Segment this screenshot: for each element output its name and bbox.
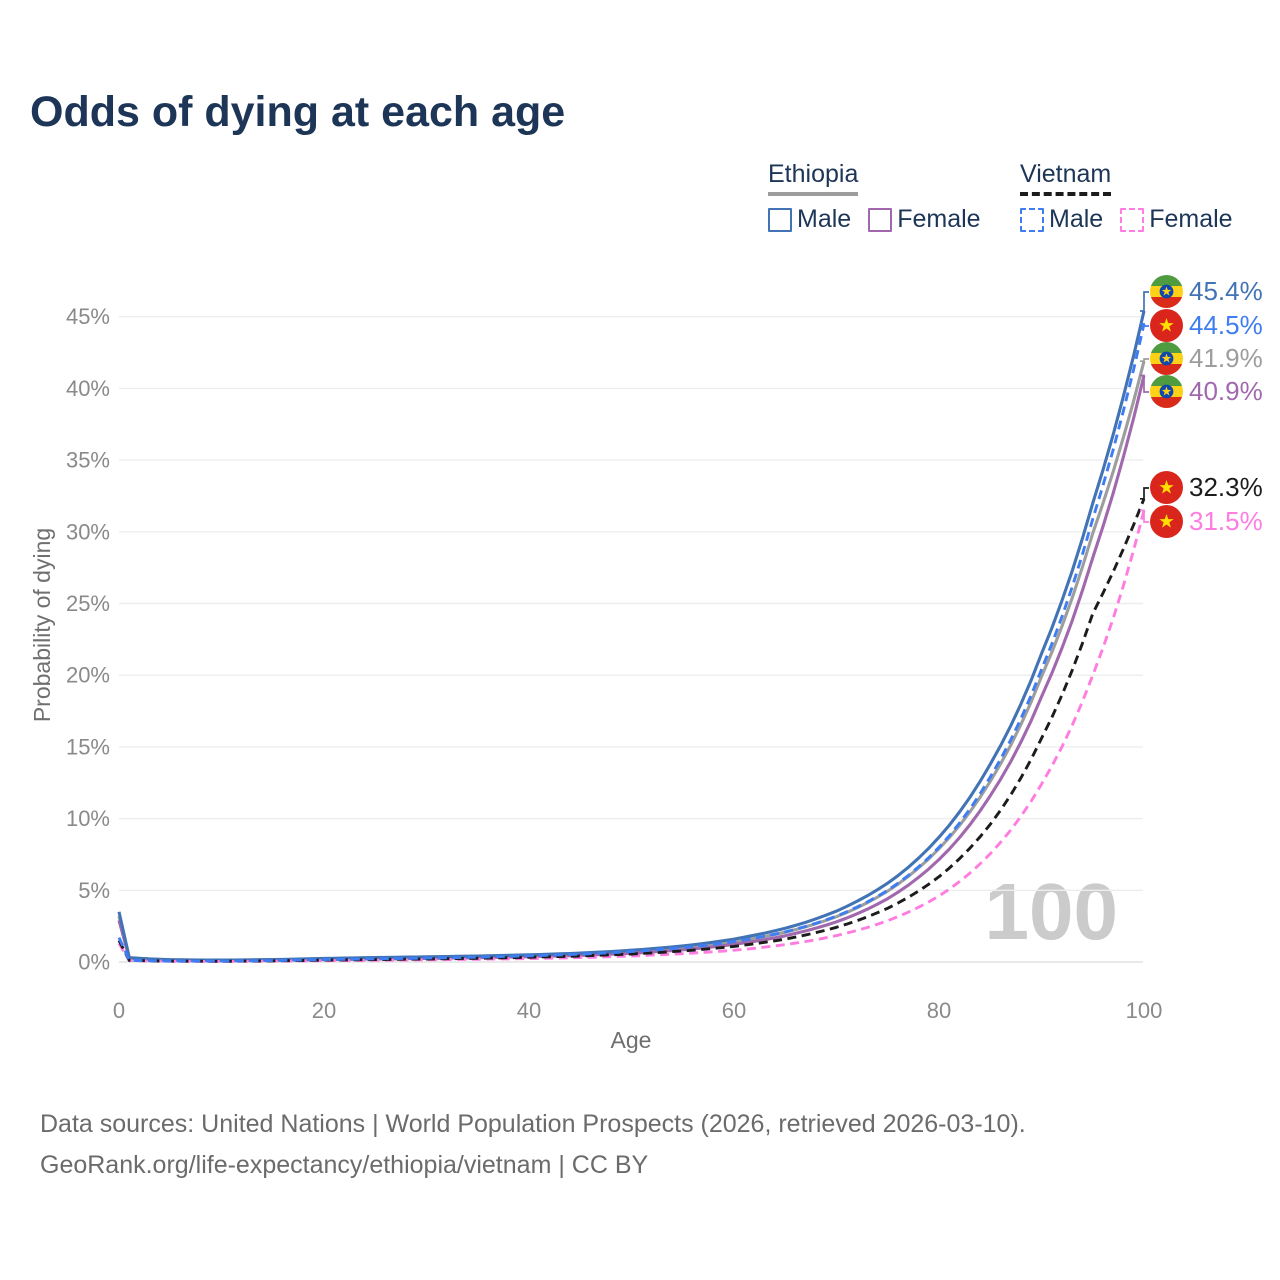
vietnam-male-swatch-icon bbox=[1020, 207, 1044, 232]
footer: Data sources: United Nations | World Pop… bbox=[40, 1104, 1026, 1186]
ethiopia-flag-icon bbox=[1150, 342, 1183, 375]
legend-country-vietnam: Vietnam bbox=[1020, 160, 1112, 196]
y-tick-label: 25% bbox=[66, 591, 110, 616]
legend-item-vietnam-female[interactable]: Female bbox=[1120, 205, 1233, 234]
ethiopia-female-swatch-icon bbox=[868, 207, 893, 232]
legend-item-ethiopia-female[interactable]: Female bbox=[868, 205, 981, 234]
vietnam-flag-icon bbox=[1150, 505, 1183, 538]
series-line-ethiopia-male[interactable] bbox=[117, 310, 1146, 962]
ethiopia-flag-icon bbox=[1150, 275, 1183, 308]
end-label-connector bbox=[1140, 291, 1149, 312]
x-tick-label: 20 bbox=[312, 998, 336, 1023]
x-tick-label: 0 bbox=[113, 998, 125, 1023]
y-tick-label: 45% bbox=[66, 304, 110, 329]
series-line-vietnam-female[interactable] bbox=[117, 509, 1146, 963]
legend-item-label: Female bbox=[897, 205, 981, 233]
x-axis-title: Age bbox=[611, 1027, 652, 1053]
end-label-value: 44.5% bbox=[1189, 310, 1263, 340]
end-label-connector bbox=[1140, 509, 1149, 523]
end-label-value: 40.9% bbox=[1189, 376, 1263, 406]
y-tick-label: 20% bbox=[66, 663, 110, 688]
series-line-ethiopia-both[interactable] bbox=[117, 360, 1146, 962]
vietnam-flag-icon bbox=[1150, 309, 1183, 342]
end-label-vietnam-male: 44.5% bbox=[1150, 309, 1263, 342]
age-counter-watermark: 100 bbox=[984, 867, 1118, 956]
y-tick-label: 10% bbox=[66, 806, 110, 831]
page-title: Odds of dying at each age bbox=[30, 88, 566, 136]
ethiopia-flag-icon bbox=[1150, 375, 1183, 408]
end-label-connector bbox=[1140, 323, 1149, 327]
legend-item-vietnam-male[interactable]: Male bbox=[1020, 205, 1103, 234]
vietnam-female-swatch-icon bbox=[1120, 207, 1145, 232]
y-tick-label: 30% bbox=[66, 519, 110, 544]
end-label-connector bbox=[1140, 358, 1149, 363]
end-label-ethiopia-both: 41.9% bbox=[1150, 342, 1263, 375]
legend-item-ethiopia-male[interactable]: Male bbox=[768, 205, 851, 234]
series-line-vietnam-male[interactable] bbox=[117, 323, 1146, 963]
legend-country-ethiopia: Ethiopia bbox=[768, 160, 859, 196]
end-label-value: 32.3% bbox=[1189, 472, 1263, 502]
legend-group-vietnam: Vietnam Male Female bbox=[1020, 160, 1233, 234]
legend-item-label: Female bbox=[1149, 205, 1233, 233]
y-tick-label: 40% bbox=[66, 376, 110, 401]
x-tick-label: 100 bbox=[1126, 998, 1163, 1023]
vietnam-flag-icon bbox=[1150, 471, 1183, 504]
y-tick-label: 0% bbox=[78, 950, 110, 975]
end-label-value: 45.4% bbox=[1189, 276, 1263, 306]
ethiopia-male-swatch-icon bbox=[768, 207, 792, 232]
y-tick-label: 35% bbox=[66, 448, 110, 473]
series-line-vietnam-both[interactable] bbox=[117, 498, 1146, 963]
y-tick-label: 15% bbox=[66, 734, 110, 759]
x-tick-label: 40 bbox=[517, 998, 541, 1023]
end-label-value: 31.5% bbox=[1189, 506, 1263, 536]
end-label-connector bbox=[1140, 374, 1149, 393]
end-label-ethiopia-female: 40.9% bbox=[1150, 375, 1263, 408]
x-tick-label: 60 bbox=[722, 998, 746, 1023]
footer-attribution-line: GeoRank.org/life-expectancy/ethiopia/vie… bbox=[40, 1151, 649, 1179]
end-label-ethiopia-male: 45.4% bbox=[1150, 275, 1263, 308]
end-label-vietnam-female: 31.5% bbox=[1150, 505, 1263, 538]
end-label-connector bbox=[1140, 487, 1149, 500]
y-axis-title: Probability of dying bbox=[29, 528, 55, 722]
legend-group-ethiopia: Ethiopia Male Female bbox=[768, 160, 981, 234]
x-tick-label: 80 bbox=[927, 998, 951, 1023]
legend-item-label: Male bbox=[1049, 205, 1104, 233]
series-line-ethiopia-female[interactable] bbox=[117, 375, 1146, 962]
legend-item-label: Male bbox=[797, 205, 852, 233]
footer-source-line: Data sources: United Nations | World Pop… bbox=[40, 1110, 1026, 1138]
y-tick-label: 5% bbox=[78, 878, 110, 903]
end-label-value: 41.9% bbox=[1189, 343, 1263, 373]
end-label-vietnam-both: 32.3% bbox=[1150, 471, 1263, 504]
